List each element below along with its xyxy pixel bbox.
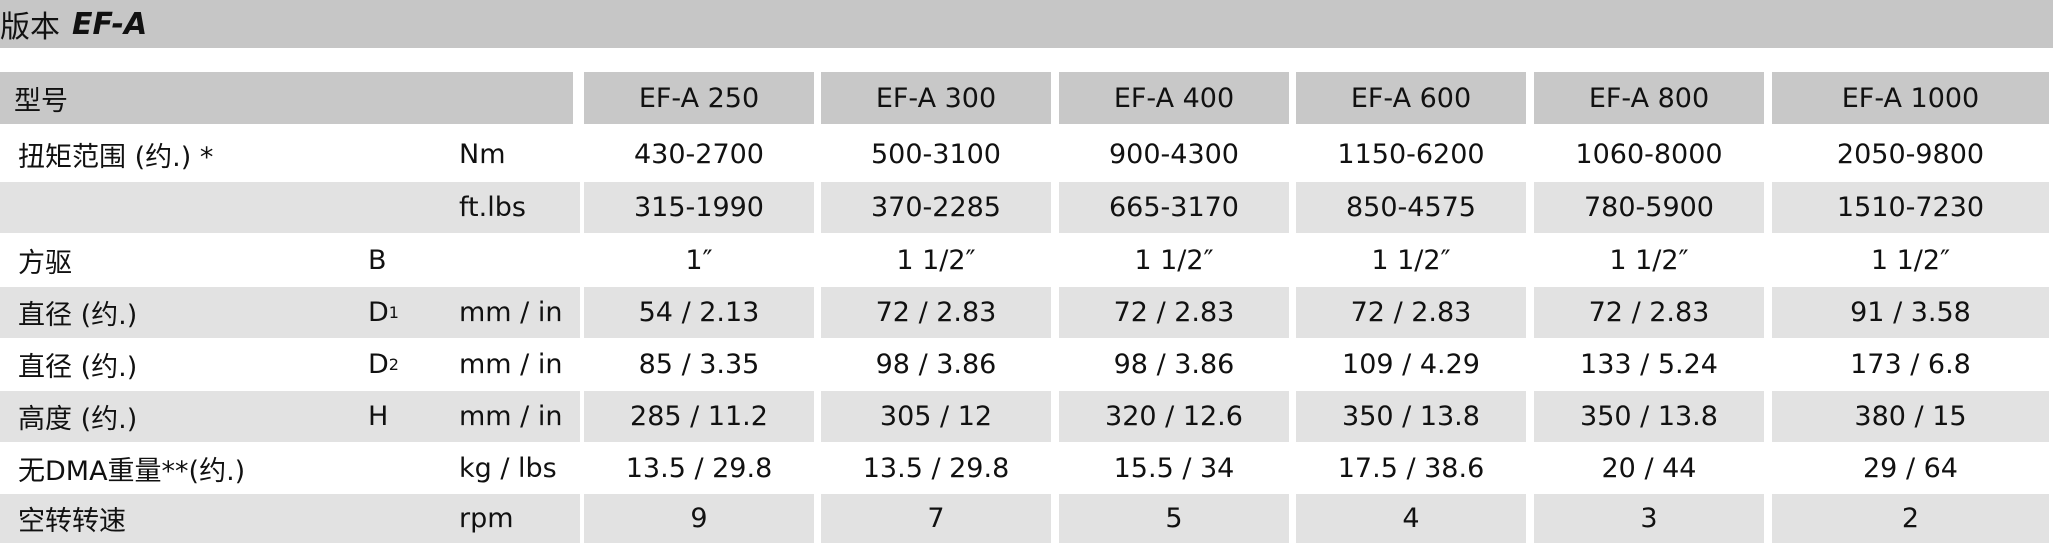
cell: 430-2700: [634, 138, 764, 170]
cell: 13.5 / 29.8: [862, 452, 1010, 484]
cell: 500-3100: [871, 138, 1001, 170]
cell: 72 / 2.83: [1059, 287, 1289, 338]
cell: 5: [1059, 494, 1289, 543]
cell: 29 / 64: [1863, 452, 1958, 484]
cell: 285 / 11.2: [584, 391, 814, 442]
row-label-bg: [0, 287, 580, 338]
cell: 98 / 3.86: [1113, 349, 1235, 380]
cell: 54 / 2.13: [584, 287, 814, 338]
column-header: EF-A 300: [821, 72, 1051, 124]
symbol: B: [368, 244, 387, 276]
cell: 2: [1772, 494, 2049, 543]
cell: 380 / 15: [1772, 391, 2049, 442]
row-label: 无DMA重量**(约.): [18, 455, 246, 487]
cell: 109 / 4.29: [1342, 349, 1480, 380]
cell: 1 1/2″: [1870, 244, 1951, 276]
cell: 20 / 44: [1601, 452, 1697, 484]
cell: 315-1990: [584, 182, 814, 233]
cell: 85 / 3.35: [638, 349, 760, 380]
row-unit: kg / lbs: [459, 452, 557, 484]
row-unit: Nm: [459, 138, 506, 170]
cell: 370-2285: [821, 182, 1051, 233]
symbol: H: [368, 401, 389, 432]
cell: 1″: [685, 244, 713, 276]
cell: 320 / 12.6: [1059, 391, 1289, 442]
cell: 91 / 3.58: [1772, 287, 2049, 338]
cell: 1510-7230: [1772, 182, 2049, 233]
row-unit: mm / in: [459, 297, 563, 328]
cell: 1 1/2″: [1134, 244, 1214, 276]
row-unit: rpm: [459, 503, 514, 534]
cell: 173 / 6.8: [1850, 349, 1971, 380]
cell: 17.5 / 38.6: [1337, 452, 1485, 484]
row-symbol: B: [368, 236, 448, 284]
column-header: EF-A 1000: [1772, 72, 2049, 124]
row-label: 直径 (约.): [18, 352, 138, 383]
cell: 72 / 2.83: [1534, 287, 1764, 338]
column-header: EF-A 250: [584, 72, 814, 124]
cell: 1 1/2″: [896, 244, 976, 276]
row-label-bg: [0, 494, 580, 543]
row-label: 高度 (约.): [18, 404, 138, 435]
cell: 665-3170: [1059, 182, 1289, 233]
title: 版本: [0, 10, 60, 45]
title-bar: 版本 EF-A: [0, 0, 2053, 48]
row-label-bg: [0, 182, 580, 233]
row-label: 方驱: [18, 247, 72, 279]
cell: 13.5 / 29.8: [625, 452, 773, 484]
column-header: EF-A 600: [1296, 72, 1526, 124]
cell: 7: [821, 494, 1051, 543]
symbol-subscript: 2: [388, 355, 399, 374]
cell: 305 / 12: [821, 391, 1051, 442]
row-unit: mm / in: [459, 349, 563, 380]
cell: 1150-6200: [1337, 138, 1485, 170]
cell: 133 / 5.24: [1580, 349, 1718, 380]
cell: 9: [584, 494, 814, 543]
symbol: D: [368, 349, 389, 380]
cell: 1 1/2″: [1609, 244, 1689, 276]
cell: 350 / 13.8: [1296, 391, 1526, 442]
cell: 350 / 13.8: [1534, 391, 1764, 442]
column-header: EF-A 400: [1059, 72, 1289, 124]
symbol-subscript: 1: [388, 303, 399, 322]
row-label-bg: [0, 391, 580, 442]
cell: 780-5900: [1534, 182, 1764, 233]
cell: 72 / 2.83: [821, 287, 1051, 338]
cell: 15.5 / 34: [1113, 452, 1235, 484]
cell: 3: [1534, 494, 1764, 543]
cell: 98 / 3.86: [875, 349, 997, 380]
cell: 4: [1296, 494, 1526, 543]
row-symbol: H: [368, 391, 448, 442]
cell: 850-4575: [1296, 182, 1526, 233]
row-label: 直径 (约.): [18, 300, 138, 331]
symbol: D: [368, 297, 389, 328]
column-header: EF-A 800: [1534, 72, 1764, 124]
cell: 2050-9800: [1836, 138, 1985, 170]
row-unit: ft.lbs: [459, 192, 526, 223]
cell: 1060-8000: [1575, 138, 1723, 170]
cell: 72 / 2.83: [1296, 287, 1526, 338]
row-label: 扭矩范围 (约.) *: [18, 141, 214, 173]
model-series: EF-A: [72, 6, 148, 42]
corner-cell: 型号: [0, 72, 573, 124]
cell: 1 1/2″: [1371, 244, 1451, 276]
cell: 900-4300: [1109, 138, 1239, 170]
row-unit: mm / in: [459, 401, 563, 432]
row-label: 空转转速: [18, 506, 126, 537]
